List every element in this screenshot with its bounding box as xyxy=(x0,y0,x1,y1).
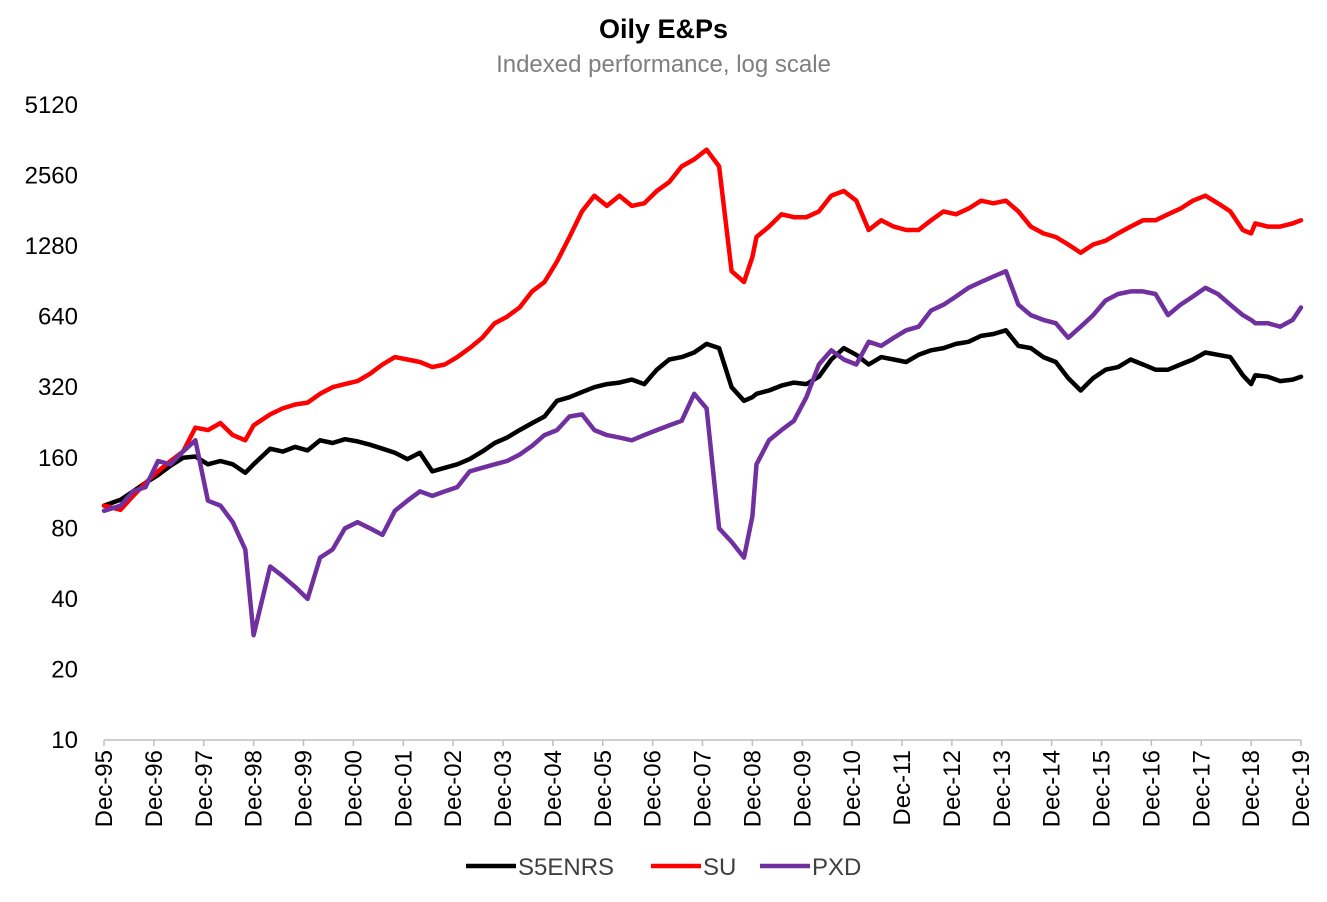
x-tick-label: Dec-95 xyxy=(91,750,118,827)
x-tick-label: Dec-04 xyxy=(540,750,567,827)
y-tick-label: 40 xyxy=(51,586,78,613)
chart-subtitle: Indexed performance, log scale xyxy=(496,51,831,78)
x-tick-label: Dec-03 xyxy=(490,750,517,827)
series-line-s5enrs xyxy=(101,328,1304,508)
x-tick-label: Dec-08 xyxy=(739,750,766,827)
y-tick-label: 20 xyxy=(51,656,78,683)
x-tick-label: Dec-17 xyxy=(1188,750,1215,827)
x-tick-label: Dec-12 xyxy=(939,750,966,827)
x-tick-label: Dec-09 xyxy=(789,750,816,827)
y-tick-label: 5120 xyxy=(25,92,78,119)
y-tick-label: 320 xyxy=(38,374,78,401)
x-tick-label: Dec-14 xyxy=(1039,750,1066,827)
legend-label-su: SU xyxy=(703,854,736,881)
series-lines xyxy=(101,147,1304,638)
x-tick-label: Dec-18 xyxy=(1238,750,1265,827)
y-tick-label: 10 xyxy=(51,727,78,754)
x-tick-label: Dec-15 xyxy=(1089,750,1116,827)
x-tick-label: Dec-98 xyxy=(241,750,268,827)
y-axis-ticks: 10 20 40 80 160 320 640 1280 2560 5120 xyxy=(25,92,78,754)
x-tick-label: Dec-19 xyxy=(1288,750,1315,827)
y-tick-label: 1280 xyxy=(25,233,78,260)
y-tick-label: 2560 xyxy=(25,163,78,190)
x-tick-label: Dec-02 xyxy=(440,750,467,827)
x-tick-label: Dec-07 xyxy=(690,750,717,827)
x-tick-label: Dec-97 xyxy=(191,750,218,827)
x-tick-label: Dec-10 xyxy=(839,750,866,827)
legend-label-s5enrs: S5ENRS xyxy=(518,854,614,881)
x-tick-label: Dec-96 xyxy=(141,750,168,827)
x-tick-label: Dec-01 xyxy=(390,750,417,827)
legend-label-pxd: PXD xyxy=(812,854,861,881)
x-tick-label: Dec-06 xyxy=(640,750,667,827)
x-tick-label: Dec-05 xyxy=(590,750,617,827)
x-tick-label: Dec-99 xyxy=(291,750,318,827)
x-tick-label: Dec-16 xyxy=(1138,750,1165,827)
series-line-pxd xyxy=(101,268,1304,638)
x-axis-ticks: Dec-95 Dec-96 Dec-97 Dec-98 Dec-99 Dec-00 Dec-… xyxy=(91,740,1315,827)
y-tick-label: 640 xyxy=(38,304,78,331)
x-tick-label: Dec-13 xyxy=(989,750,1016,827)
series-line-su xyxy=(101,147,1304,513)
x-tick-label: Dec-11 xyxy=(889,750,916,826)
legend: S5ENRS SU PXD xyxy=(466,854,861,881)
y-tick-label: 160 xyxy=(38,445,78,472)
x-tick-label: Dec-00 xyxy=(340,750,367,827)
y-tick-label: 80 xyxy=(51,515,78,542)
chart-title: Oily E&Ps xyxy=(598,14,729,44)
